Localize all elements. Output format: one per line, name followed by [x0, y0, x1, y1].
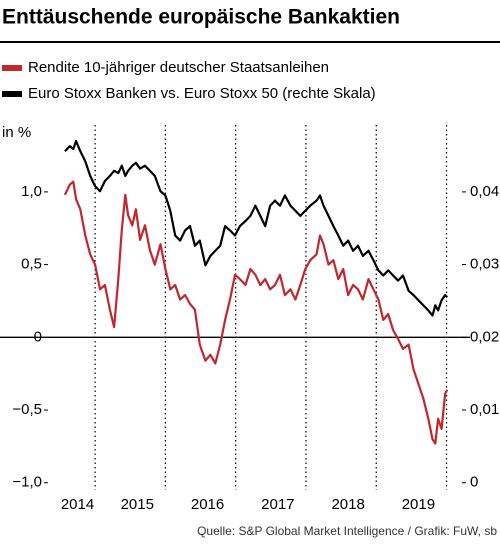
x-tick-label: 2018: [331, 496, 364, 513]
y2-tick-label: 0,01: [470, 401, 499, 418]
legend-label: Euro Stoxx Banken vs. Euro Stoxx 50 (rec…: [28, 85, 376, 102]
y-tick-label: 0,5: [21, 256, 42, 273]
source: Quelle: S&P Global Market Intelligence /…: [197, 524, 497, 538]
y-tick-label: 1,0: [21, 183, 42, 200]
legend-swatch: [2, 65, 22, 71]
x-tick-label: 2015: [121, 496, 154, 513]
y-tick-label: −0,5: [12, 401, 42, 418]
y2-tick-label: 0,03: [470, 256, 499, 273]
y2-tick-label: 0,04: [470, 183, 499, 200]
y-tick-label: −1,0: [12, 474, 42, 491]
y2-tick-label: 0: [470, 474, 478, 491]
legend-swatch: [2, 91, 22, 97]
series-line: [63, 180, 449, 445]
legend-label: Rendite 10-jähriger deutscher Staatsanle…: [28, 59, 329, 76]
x-tick-label: 2016: [191, 496, 224, 513]
x-tick-label: 2019: [402, 496, 435, 513]
y-axis-label: in %: [2, 124, 31, 141]
x-tick-label: 2017: [261, 496, 294, 513]
y2-tick-label: 0,02: [470, 328, 499, 345]
series-line: [64, 139, 448, 317]
x-tick-label: 2014: [61, 496, 94, 513]
chart-title: Enttäuschende europäische Bankaktien: [2, 6, 400, 29]
